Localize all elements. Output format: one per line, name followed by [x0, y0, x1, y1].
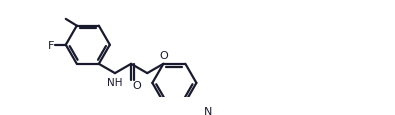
Text: N: N	[204, 106, 213, 115]
Text: F: F	[47, 40, 54, 50]
Text: NH: NH	[107, 77, 123, 87]
Text: O: O	[159, 50, 168, 60]
Text: O: O	[133, 81, 141, 91]
